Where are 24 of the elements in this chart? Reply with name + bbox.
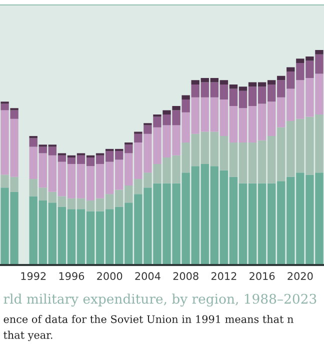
- bar: [162, 110, 171, 115]
- bar: [29, 138, 38, 147]
- bar: [67, 155, 76, 158]
- bar: [0, 104, 9, 110]
- x-tick-label: 2004: [135, 272, 160, 280]
- bar: [124, 142, 133, 145]
- bar: [315, 50, 324, 54]
- bar: [182, 95, 190, 100]
- x-tick-label: 2012: [211, 272, 236, 280]
- bar: [86, 155, 95, 158]
- bar: [134, 134, 142, 142]
- text: rld military expenditure, by region, 1988–2023: [4, 294, 316, 307]
- bar: [172, 106, 180, 110]
- x-tick-label: 1996: [59, 272, 84, 280]
- bar: [286, 67, 295, 72]
- text: that year.: [4, 330, 52, 342]
- bar: [277, 76, 286, 80]
- x-tick-label: 2020: [288, 272, 313, 280]
- text: ence of data for the Soviet Union in 1991 means that n: [4, 315, 294, 324]
- x-tick-label: 2016: [250, 272, 275, 280]
- bar: [10, 110, 18, 119]
- x-tick-label: 1992: [21, 272, 46, 280]
- x-tick-label: 2000: [97, 272, 122, 280]
- x-tick-label: 2008: [173, 272, 198, 280]
